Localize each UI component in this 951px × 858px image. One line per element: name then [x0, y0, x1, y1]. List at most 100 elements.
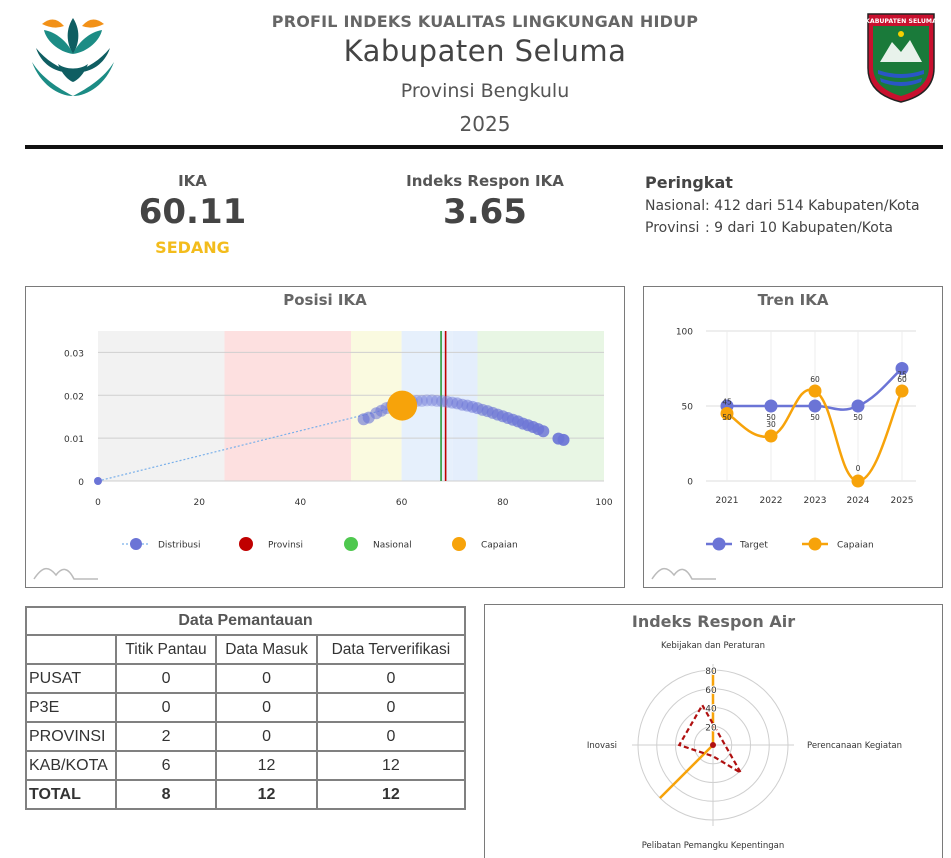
ranking-national: Nasional: 412 dari 514 Kabupaten/Kota: [645, 198, 945, 214]
capaian-point: [764, 429, 778, 443]
tren-ika-panel: Tren IKA 0 50 100 2021 2022 2023 2024 2025 50 50 5…: [643, 286, 943, 588]
header-divider: [25, 145, 943, 149]
y-tick-label: 0: [687, 478, 693, 488]
distribution-point: [431, 394, 444, 407]
table-cell: PROVINSI: [25, 721, 117, 752]
respon-air-chart: 20 40 60 80 Kebijakan dan Peraturan Perencana…: [587, 641, 902, 851]
achievement-point: [387, 390, 418, 421]
capaian-data-label: 60: [897, 375, 907, 384]
data-pemantauan-table: Data Pemantauan Titik Pantau Data Masuk …: [25, 606, 467, 810]
capaian-point: [808, 384, 822, 398]
radial-tick-label: 20: [705, 723, 717, 733]
legend-symbol: [344, 537, 358, 551]
capaian-point: [720, 407, 734, 420]
ika-value: 60.11: [138, 192, 247, 232]
region-name: Kabupaten Seluma: [343, 34, 627, 68]
x-tick-label: 20: [193, 498, 205, 508]
watermark-icon: [651, 567, 716, 580]
legend-label: Capaian: [837, 541, 874, 551]
x-tick-label: 40: [295, 498, 307, 508]
respon-air-panel: Indeks Respon Air 20 40 60 80 Kebijakan dan …: [484, 604, 943, 858]
table-row: PROVINSI 2 0 0: [25, 721, 467, 752]
table-cell: 12: [215, 779, 318, 810]
target-data-label: 50: [853, 413, 863, 422]
legend-symbol: [452, 537, 466, 551]
ranking-province-key: Provinsi: [645, 220, 700, 236]
tren-ika-chart: 0 50 100 2021 2022 2023 2024 2025 50 50 50 50 75 45 30…: [651, 328, 916, 580]
distribution-point: [436, 395, 449, 408]
target-point: [808, 399, 822, 413]
category-band: [98, 331, 225, 481]
axis-label: Pelibatan Pemangku Kepentingan: [642, 841, 785, 851]
capaian-series-line: [726, 388, 904, 483]
table-header: Data Terverifikasi: [315, 634, 467, 665]
distribution-point: [425, 394, 438, 407]
capaian-series-polygon: [677, 702, 744, 776]
y-tick-label: 0.01: [64, 435, 84, 445]
x-tick-label: 100: [595, 498, 612, 508]
capaian-data-label: 0: [856, 464, 861, 473]
radial-tick-label: 60: [705, 686, 717, 696]
distribution-point: [557, 433, 570, 446]
capaian-data-label: 60: [810, 375, 820, 384]
distribution-point: [441, 395, 454, 408]
distribution-point: [415, 394, 428, 407]
table-cell: 12: [215, 750, 318, 781]
table-cell: 0: [315, 692, 467, 723]
legend-label: Target: [739, 541, 768, 551]
distribution-point: [94, 477, 102, 485]
table-row: KAB/KOTA 6 12 12: [25, 750, 467, 781]
watermark-icon: [33, 567, 98, 580]
respon-air-title: Indeks Respon Air: [631, 612, 796, 631]
table-cell: 0: [114, 663, 218, 694]
ranking-province: Provinsi: 9 dari 10 Kabupaten/Kota: [645, 220, 945, 236]
x-tick-label: 2022: [760, 496, 783, 506]
posisi-ika-panel: Posisi IKA 0 0.01 0.02 0.03 0 20 40 60 80 100 Dist…: [25, 286, 625, 588]
legend-symbol: [712, 537, 726, 551]
x-tick-label: 60: [396, 498, 408, 508]
target-point: [764, 399, 778, 413]
ranking-national-key: Nasional: [645, 198, 706, 214]
legend-label: Capaian: [481, 541, 518, 551]
x-tick-label: 2021: [716, 496, 739, 506]
y-tick-label: 50: [682, 403, 694, 413]
capaian-point: [895, 384, 909, 398]
x-tick-label: 80: [497, 498, 509, 508]
legend-label: Distribusi: [158, 541, 200, 551]
legend-symbol: [130, 538, 142, 550]
target-data-label: 50: [766, 413, 776, 422]
category-band: [224, 331, 351, 481]
tren-ika-title: Tren IKA: [757, 291, 829, 309]
respon-metric: Indeks Respon IKA 3.65: [390, 172, 580, 232]
legend-label: Nasional: [373, 541, 412, 551]
table-cell: P3E: [25, 692, 117, 723]
axis-label: Kebijakan dan Peraturan: [661, 641, 765, 651]
ika-label: IKA: [178, 172, 207, 190]
ranking-block: Peringkat Nasional: 412 dari 514 Kabupat…: [645, 173, 945, 236]
posisi-ika-chart: 0 0.01 0.02 0.03 0 20 40 60 80 100 Distribusi Provi…: [33, 331, 613, 580]
y-tick-label: 100: [676, 328, 693, 338]
capaian-point: [851, 474, 865, 488]
capaian-data-label: 45: [722, 398, 732, 407]
target-point: [895, 362, 909, 375]
legend-label: Provinsi: [268, 541, 303, 551]
table-cell: 12: [315, 750, 467, 781]
radial-tick-label: 80: [705, 667, 717, 677]
report-year: 2025: [459, 112, 511, 136]
table-header: Data Masuk: [215, 634, 318, 665]
table-cell: 8: [114, 779, 218, 810]
category-band: [477, 331, 604, 481]
table-row: PUSAT 0 0 0: [25, 663, 467, 694]
ika-metric: IKA 60.11 SEDANG: [130, 172, 255, 257]
table-cell: 0: [315, 663, 467, 694]
emblem-text: KABUPATEN SELUMA: [865, 18, 937, 25]
target-point: [851, 399, 865, 413]
y-tick-label: 0.02: [64, 392, 84, 402]
table-row: P3E 0 0 0: [25, 692, 467, 723]
target-data-label: 75: [897, 371, 907, 380]
ranking-title: Peringkat: [645, 173, 733, 192]
table-cell: TOTAL: [25, 779, 117, 810]
x-tick-label: 2024: [847, 496, 870, 506]
x-tick-label: 2023: [804, 496, 827, 506]
table-header: Titik Pantau: [114, 634, 218, 665]
